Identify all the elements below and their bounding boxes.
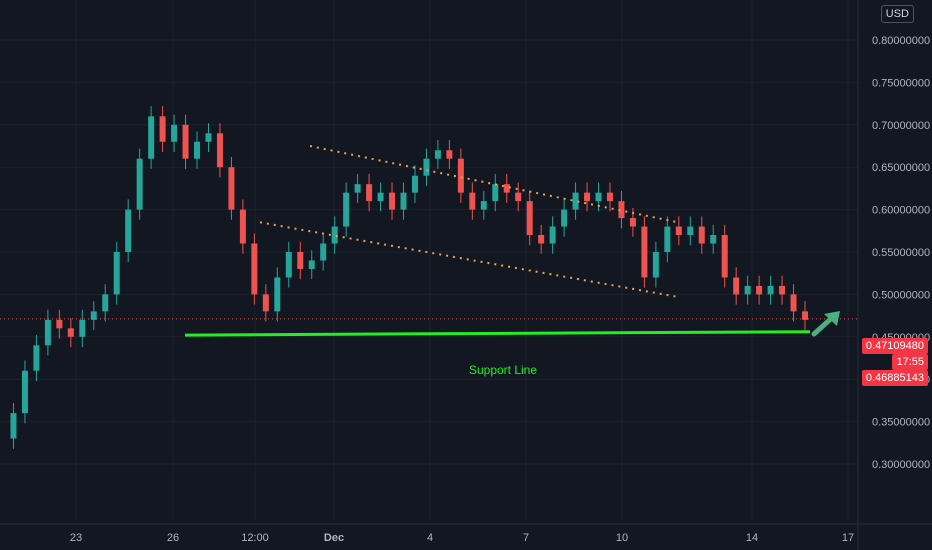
- candle-body: [549, 226, 556, 244]
- time-tick-label: 12:00: [241, 532, 269, 544]
- time-tick-label: 4: [427, 532, 433, 544]
- price-tick-label: 0.60000000: [872, 205, 930, 217]
- candle-body: [343, 192, 350, 227]
- candle-body: [733, 277, 740, 295]
- candle-body: [33, 345, 40, 371]
- candle-body: [446, 150, 453, 159]
- candle-body: [802, 311, 808, 320]
- candle-body: [113, 252, 120, 295]
- candle-body: [710, 235, 717, 244]
- candle-body: [538, 235, 545, 244]
- candle-body: [687, 226, 694, 236]
- candle-body: [756, 285, 763, 295]
- price-tick-label: 0.30000000: [872, 459, 930, 471]
- candle-body: [159, 116, 166, 142]
- channel-lower-line[interactable]: [259, 221, 679, 298]
- candle-body: [779, 285, 786, 295]
- time-tick-label: 7: [523, 532, 529, 544]
- candle-body: [102, 294, 109, 312]
- countdown-badge: 17:55: [892, 354, 928, 370]
- candle-body: [90, 311, 97, 320]
- price-tick-label: 0.75000000: [872, 77, 930, 89]
- candle-body: [744, 285, 751, 295]
- candle-body: [285, 252, 292, 278]
- candle-body: [561, 209, 568, 227]
- candle-body: [79, 319, 86, 337]
- time-tick-label: 10: [616, 532, 628, 544]
- candle-body: [629, 218, 636, 227]
- candle-body: [618, 201, 625, 219]
- candle-body: [274, 277, 281, 312]
- price-tick-label: 0.70000000: [872, 120, 930, 132]
- candle-body: [136, 158, 143, 210]
- candle-body: [320, 243, 327, 261]
- candle-body: [67, 328, 74, 337]
- time-tick-label: 17: [842, 532, 854, 544]
- candle-body: [239, 209, 246, 244]
- candle-body: [171, 124, 178, 142]
- candle-body: [228, 167, 235, 210]
- price-tick-label: 0.55000000: [872, 247, 930, 259]
- candle-body: [423, 158, 430, 176]
- candle-body: [503, 184, 510, 193]
- bid-price-badge: 0.46885143: [861, 370, 928, 386]
- price-tick-label: 0.50000000: [872, 289, 930, 301]
- price-tick-label: 0.65000000: [872, 162, 930, 174]
- candle-body: [205, 133, 212, 142]
- candle-body: [251, 243, 258, 295]
- candle-body: [469, 192, 476, 210]
- price-tick-label: 0.80000000: [872, 35, 930, 47]
- candle-body: [400, 192, 407, 210]
- candle-body: [308, 260, 315, 269]
- candle-body: [56, 319, 63, 329]
- candle-body: [125, 209, 132, 252]
- candle-body: [721, 235, 728, 278]
- candle-body: [515, 192, 522, 202]
- time-tick-label: 23: [70, 532, 82, 544]
- candle-body: [606, 192, 613, 202]
- candle-body: [526, 201, 533, 236]
- support-line[interactable]: [184, 330, 811, 337]
- candle-body: [457, 158, 464, 193]
- candle-body: [492, 184, 499, 202]
- candle-body: [377, 192, 384, 202]
- time-tick-label: 26: [167, 532, 179, 544]
- candle-body: [664, 226, 671, 252]
- candle-body: [652, 252, 659, 278]
- candle-body: [148, 116, 155, 159]
- support-line-label: Support Line: [469, 363, 537, 377]
- currency-label[interactable]: USD: [880, 5, 914, 23]
- candle-body: [216, 133, 223, 168]
- candle-body: [194, 141, 201, 159]
- time-tick-label: Dec: [324, 532, 344, 544]
- price-tick-label: 0.35000000: [872, 417, 930, 429]
- candle-body: [389, 192, 396, 210]
- candle-body: [480, 201, 487, 210]
- up-arrow-head-icon: [824, 311, 840, 326]
- candle-body: [331, 226, 338, 244]
- time-tick-label: 14: [746, 532, 758, 544]
- candle-body: [21, 370, 28, 414]
- candle-body: [366, 184, 373, 202]
- last-price-badge: 0.47109480: [861, 338, 928, 354]
- candle-body: [434, 150, 441, 159]
- candle-body: [790, 294, 797, 312]
- candle-body: [10, 413, 17, 439]
- candle-body: [411, 175, 418, 193]
- candle-body: [44, 319, 51, 346]
- candle-body: [572, 192, 579, 210]
- candle-body: [595, 192, 602, 202]
- candle-body: [354, 184, 361, 193]
- candle-body: [584, 192, 591, 202]
- candle-body: [641, 226, 648, 278]
- candle-body: [262, 294, 269, 312]
- candle-body: [698, 226, 705, 244]
- candle-body: [297, 252, 304, 269]
- candle-body: [182, 124, 189, 159]
- candle-body: [675, 226, 682, 236]
- candle-body: [767, 285, 774, 295]
